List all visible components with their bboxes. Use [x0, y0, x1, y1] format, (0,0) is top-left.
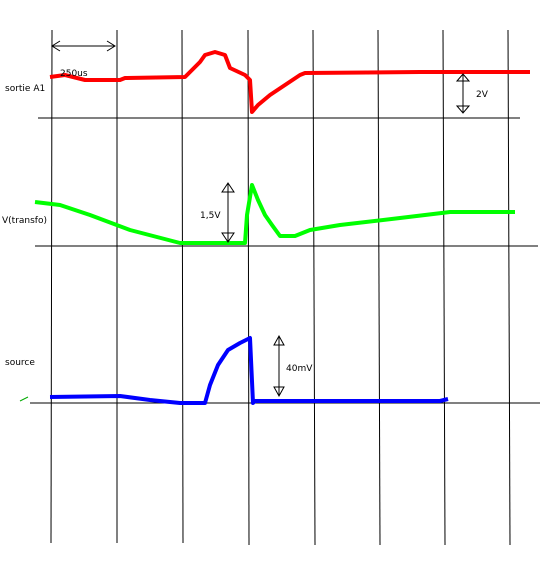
- arrows: [51, 40, 471, 398]
- scale-label: 1,5V: [200, 211, 221, 221]
- time-scale-label: 250us: [60, 69, 88, 79]
- stray-mark: [19, 396, 29, 402]
- scale-label: 2V: [476, 90, 489, 100]
- trace-v-transfo: [34, 183, 515, 245]
- trace-sortie-a1: [49, 50, 530, 114]
- grid: [30, 29, 540, 546]
- trace-source: [49, 336, 449, 405]
- trace-label: source: [5, 358, 35, 368]
- trace-label: sortie A1: [5, 84, 45, 94]
- trace-label: V(transfo): [2, 216, 47, 226]
- scale-label: 40mV: [286, 364, 313, 374]
